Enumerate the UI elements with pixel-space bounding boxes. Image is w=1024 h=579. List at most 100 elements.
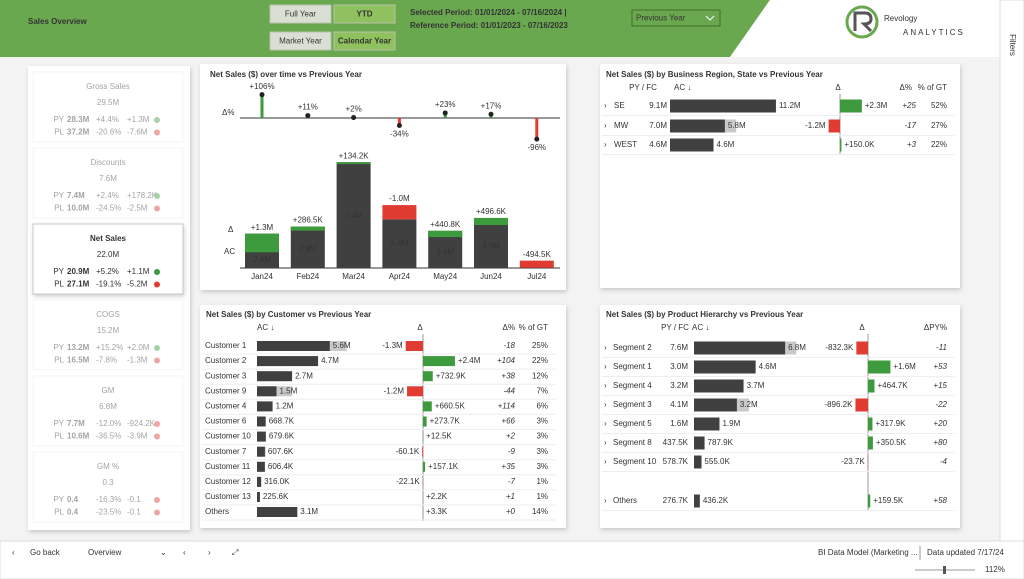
delta-label: +159.5K: [873, 496, 904, 505]
expand-icon[interactable]: ›: [604, 400, 607, 409]
expand-icon[interactable]: ›: [604, 343, 607, 352]
page-dropdown-icon[interactable]: ⌄: [160, 548, 167, 557]
kpi-card-bg[interactable]: [32, 147, 184, 219]
kpi-card-bg[interactable]: [32, 71, 184, 143]
row-label[interactable]: SE: [614, 101, 625, 110]
pct-label: +66: [501, 417, 515, 426]
zoom-level: 112%: [985, 565, 1005, 574]
kpi-card-bg[interactable]: [32, 451, 184, 523]
pct-label: -4: [940, 457, 948, 466]
delta-bar: [840, 138, 842, 152]
row-label[interactable]: WEST: [614, 140, 637, 149]
row-label[interactable]: Customer 6: [205, 417, 247, 426]
row-label[interactable]: Customer 10: [205, 432, 251, 441]
comparison-dropdown[interactable]: [631, 9, 721, 27]
expand-icon[interactable]: ›: [604, 381, 607, 390]
expand-icon[interactable]: ›: [604, 140, 607, 149]
toggle-button-label[interactable]: Calendar Year: [338, 37, 391, 46]
pct-label: +15: [933, 381, 947, 390]
page-selector[interactable]: Overview: [88, 548, 122, 557]
toggle-button-label[interactable]: Full Year: [285, 10, 316, 19]
kpi-card-bg[interactable]: [32, 375, 184, 447]
expand-icon[interactable]: ›: [604, 101, 607, 110]
kpi-card[interactable]: Net Sales 22.0M PY 20.9M +5.2% +1.1M PL 27.1M -1…: [32, 223, 184, 295]
share-label: 52%: [931, 101, 947, 110]
kpi-card[interactable]: Gross Sales 29.5M PY 28.3M +4.4% +1.3M PL 37.2M…: [32, 71, 184, 143]
toggle-button[interactable]: [269, 4, 332, 24]
ac-label: 555.0K: [704, 457, 730, 466]
kpi-card[interactable]: GM 6.8M PY 7.7M -12.0% -924.2K PL 10.6M -36.5% -3…: [32, 375, 184, 447]
row-label[interactable]: Customer 7: [205, 447, 247, 456]
kpi-card[interactable]: Discounts 7.6M PY 7.4M +2.4% +178.2K PL 10.0M -2…: [32, 147, 184, 219]
kpi-card[interactable]: GM % 0.3 PY 0.4 -16.3% -0.1 PL 0.4 -23.5% -0.1: [32, 451, 184, 523]
ac-bar: [257, 416, 266, 427]
filters-label[interactable]: Filters: [1008, 34, 1017, 56]
column-header: Δ: [859, 323, 865, 332]
toggle-button-label[interactable]: YTD: [357, 10, 373, 19]
kpi-compare-value: 28.3M: [67, 115, 90, 124]
expand-icon[interactable]: ›: [604, 438, 607, 447]
ac-label: 7.4M: [345, 211, 363, 220]
delta-label: +134.2K: [339, 151, 370, 160]
row-label[interactable]: Customer 4: [205, 402, 247, 411]
comparison-dropdown-value[interactable]: Previous Year: [636, 14, 686, 23]
toggle-button-label[interactable]: Market Year: [279, 37, 322, 46]
pct-label: +23%: [435, 100, 456, 109]
row-label[interactable]: Segment 8: [613, 438, 652, 447]
expand-icon[interactable]: ›: [604, 362, 607, 371]
row-label[interactable]: Customer 9: [205, 386, 247, 395]
py-label: 1.6M: [670, 419, 688, 428]
delta-bar: [245, 233, 279, 253]
kpi-compare-label: PL: [54, 432, 64, 441]
kpi-card[interactable]: COGS 15.2M PY 13.2M +15.2% +2.0M PL 16.5M -7.8% -…: [32, 299, 184, 371]
row-label[interactable]: Segment 4: [613, 381, 652, 390]
kpi-compare-icon: [154, 269, 160, 275]
row-label[interactable]: Others: [613, 496, 637, 505]
row-label[interactable]: Segment 3: [613, 400, 652, 409]
expand-icon[interactable]: ›: [604, 121, 607, 130]
pct-label: -17: [904, 121, 916, 130]
kpi-compare-value: 0.4: [67, 495, 79, 504]
kpi-title: GM %: [97, 462, 119, 471]
row-label[interactable]: Customer 11: [205, 462, 251, 471]
ac-label: 2.4M: [253, 255, 271, 264]
toggle-button[interactable]: [269, 31, 332, 51]
kpi-compare-value: 37.2M: [67, 128, 90, 137]
row-label[interactable]: Others: [205, 507, 229, 516]
ac-label: 787.9K: [708, 438, 734, 447]
ac-label: 3.5M: [482, 242, 500, 251]
delta-bar: [868, 417, 873, 431]
kpi-compare-abs: +1.1M: [127, 267, 150, 276]
filters-pane[interactable]: [999, 0, 1024, 542]
row-label[interactable]: Customer 13: [205, 492, 251, 501]
dropdown-chevron[interactable]: [705, 15, 715, 21]
expand-icon[interactable]: ⤢: [231, 548, 238, 557]
row-label[interactable]: MW: [614, 121, 629, 130]
kpi-card-bg[interactable]: [32, 299, 184, 371]
row-label[interactable]: Segment 2: [613, 343, 652, 352]
zoom-thumb[interactable]: [943, 566, 946, 574]
row-label[interactable]: Segment 10: [613, 457, 657, 466]
row-label[interactable]: Customer 1: [205, 341, 247, 350]
x-tick-label: Apr24: [389, 272, 411, 281]
delta-bar: [407, 386, 423, 397]
row-label[interactable]: Segment 5: [613, 419, 652, 428]
expand-icon[interactable]: ›: [604, 496, 607, 505]
toggle-button[interactable]: [333, 31, 396, 51]
row-label[interactable]: Segment 1: [613, 362, 652, 371]
row-label[interactable]: Customer 12: [205, 477, 251, 486]
expand-icon[interactable]: ›: [604, 419, 607, 428]
row-label[interactable]: Customer 2: [205, 356, 247, 365]
header-band: [0, 0, 770, 57]
expand-icon[interactable]: ›: [604, 457, 607, 466]
prev-page[interactable]: ‹: [183, 548, 186, 557]
back-icon[interactable]: ‹: [12, 548, 15, 557]
row-label[interactable]: Customer 3: [205, 371, 247, 380]
back-button[interactable]: Go back: [30, 548, 61, 557]
next-page[interactable]: ›: [208, 548, 211, 557]
pct-pin-head: [396, 122, 402, 128]
pct-label: -11: [936, 343, 947, 352]
ac-label: 4.7M: [321, 356, 339, 365]
pct-label: +114: [498, 402, 516, 411]
toggle-button[interactable]: [333, 4, 396, 24]
